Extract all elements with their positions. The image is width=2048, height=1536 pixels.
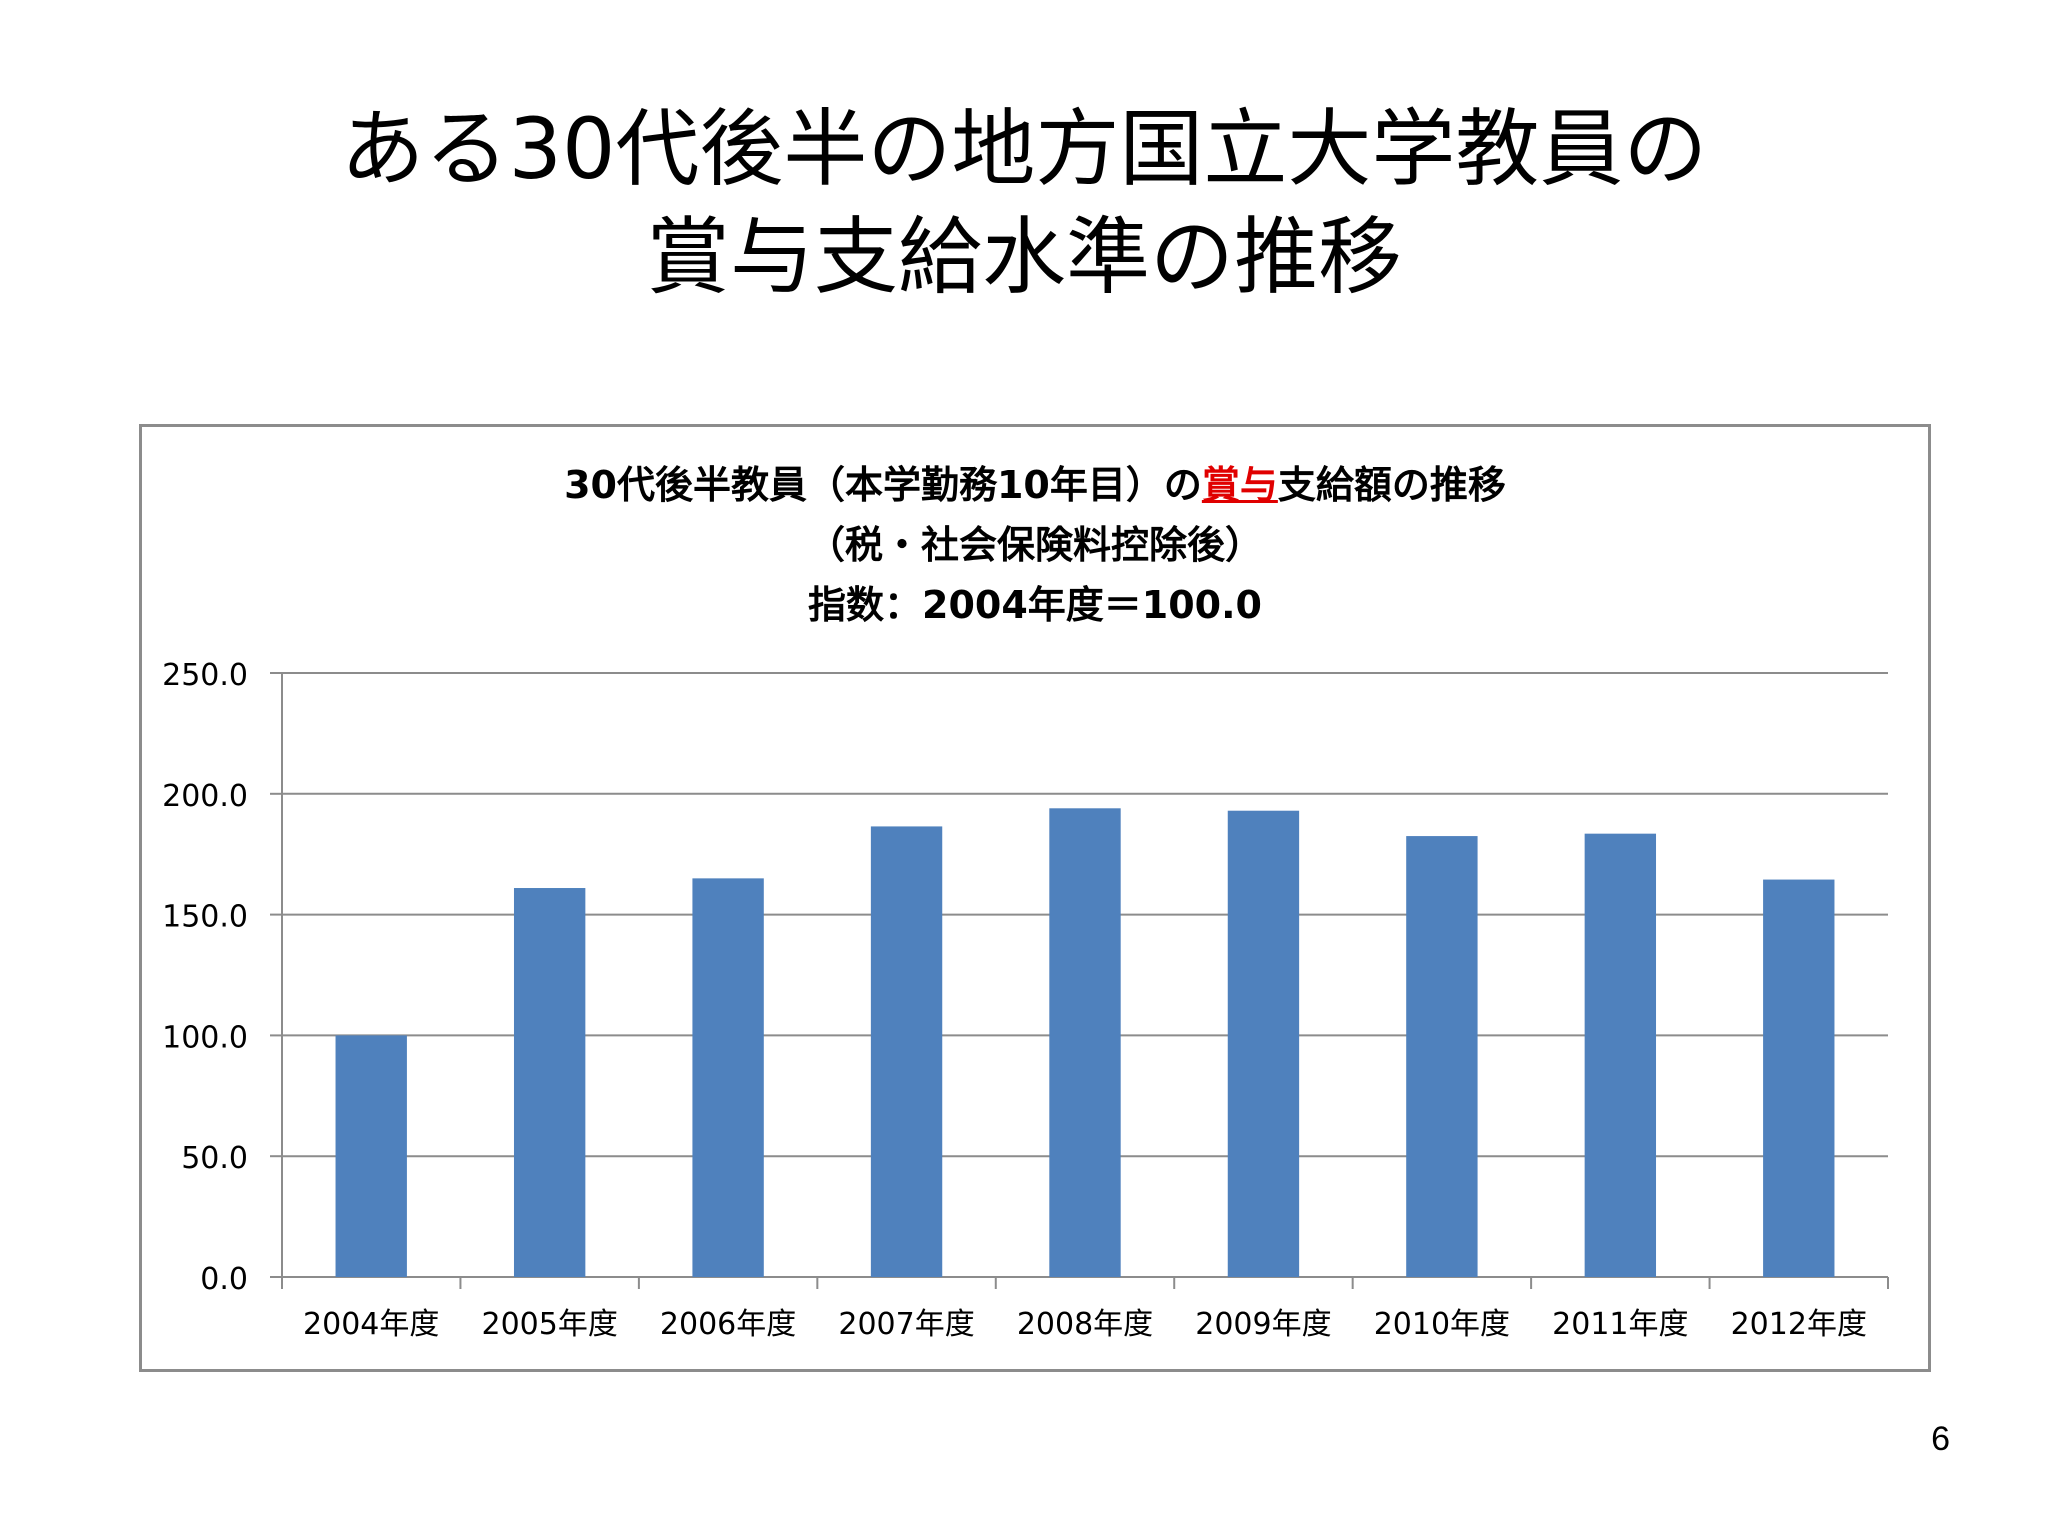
bar-7 [1406, 836, 1478, 1277]
x-tick-label: 2010年度 [1374, 1307, 1510, 1342]
chart-title-highlight: 賞与 [1201, 463, 1278, 507]
chart-title-line1-after: 支給額の推移 [1277, 463, 1506, 507]
y-tick-label: 100.0 [162, 1020, 248, 1055]
bar-8 [1584, 833, 1657, 1277]
x-tick-label: 2008年度 [1017, 1307, 1153, 1342]
y-tick-label: 50.0 [181, 1141, 248, 1176]
chart-title-line2: （税・社会保険料控除後） [806, 523, 1263, 567]
bar-4 [870, 826, 943, 1277]
bar-3 [692, 878, 764, 1277]
x-tick-label: 2004年度 [303, 1307, 439, 1342]
chart-frame [139, 424, 1931, 1372]
bar-6 [1227, 810, 1300, 1277]
chart-title-line1-before: 30代後半教員（本学勤務10年目）の [564, 463, 1202, 507]
y-tick-label: 200.0 [162, 779, 248, 814]
y-tick-label: 150.0 [162, 900, 248, 935]
y-tick-label: 0.0 [200, 1262, 248, 1297]
page-number: 6 [1931, 1420, 1950, 1458]
bar-2 [513, 888, 586, 1277]
bar-9 [1763, 879, 1835, 1277]
chart-title-line3: 指数：2004年度＝100.0 [808, 583, 1262, 627]
bar-1 [335, 1035, 407, 1277]
bar-5 [1049, 808, 1121, 1277]
slide-title: ある30代後半の地方国立大学教員の 賞与支給水準の推移 [0, 95, 2048, 311]
y-tick-label: 250.0 [162, 658, 248, 693]
x-tick-label: 2011年度 [1552, 1307, 1688, 1342]
slide-title-line2: 賞与支給水準の推移 [645, 208, 1402, 306]
chart-title-line1: 30代後半教員（本学勤務10年目）の賞与支給額の推移 [139, 455, 1931, 515]
x-tick-label: 2009年度 [1195, 1307, 1331, 1342]
chart-title: 30代後半教員（本学勤務10年目）の賞与支給額の推移 （税・社会保険料控除後） … [139, 455, 1931, 635]
x-tick-label: 2012年度 [1731, 1307, 1867, 1342]
x-tick-label: 2005年度 [481, 1307, 617, 1342]
x-tick-label: 2006年度 [660, 1307, 796, 1342]
x-tick-label: 2007年度 [838, 1307, 974, 1342]
slide-title-line1: ある30代後半の地方国立大学教員の [340, 100, 1708, 198]
